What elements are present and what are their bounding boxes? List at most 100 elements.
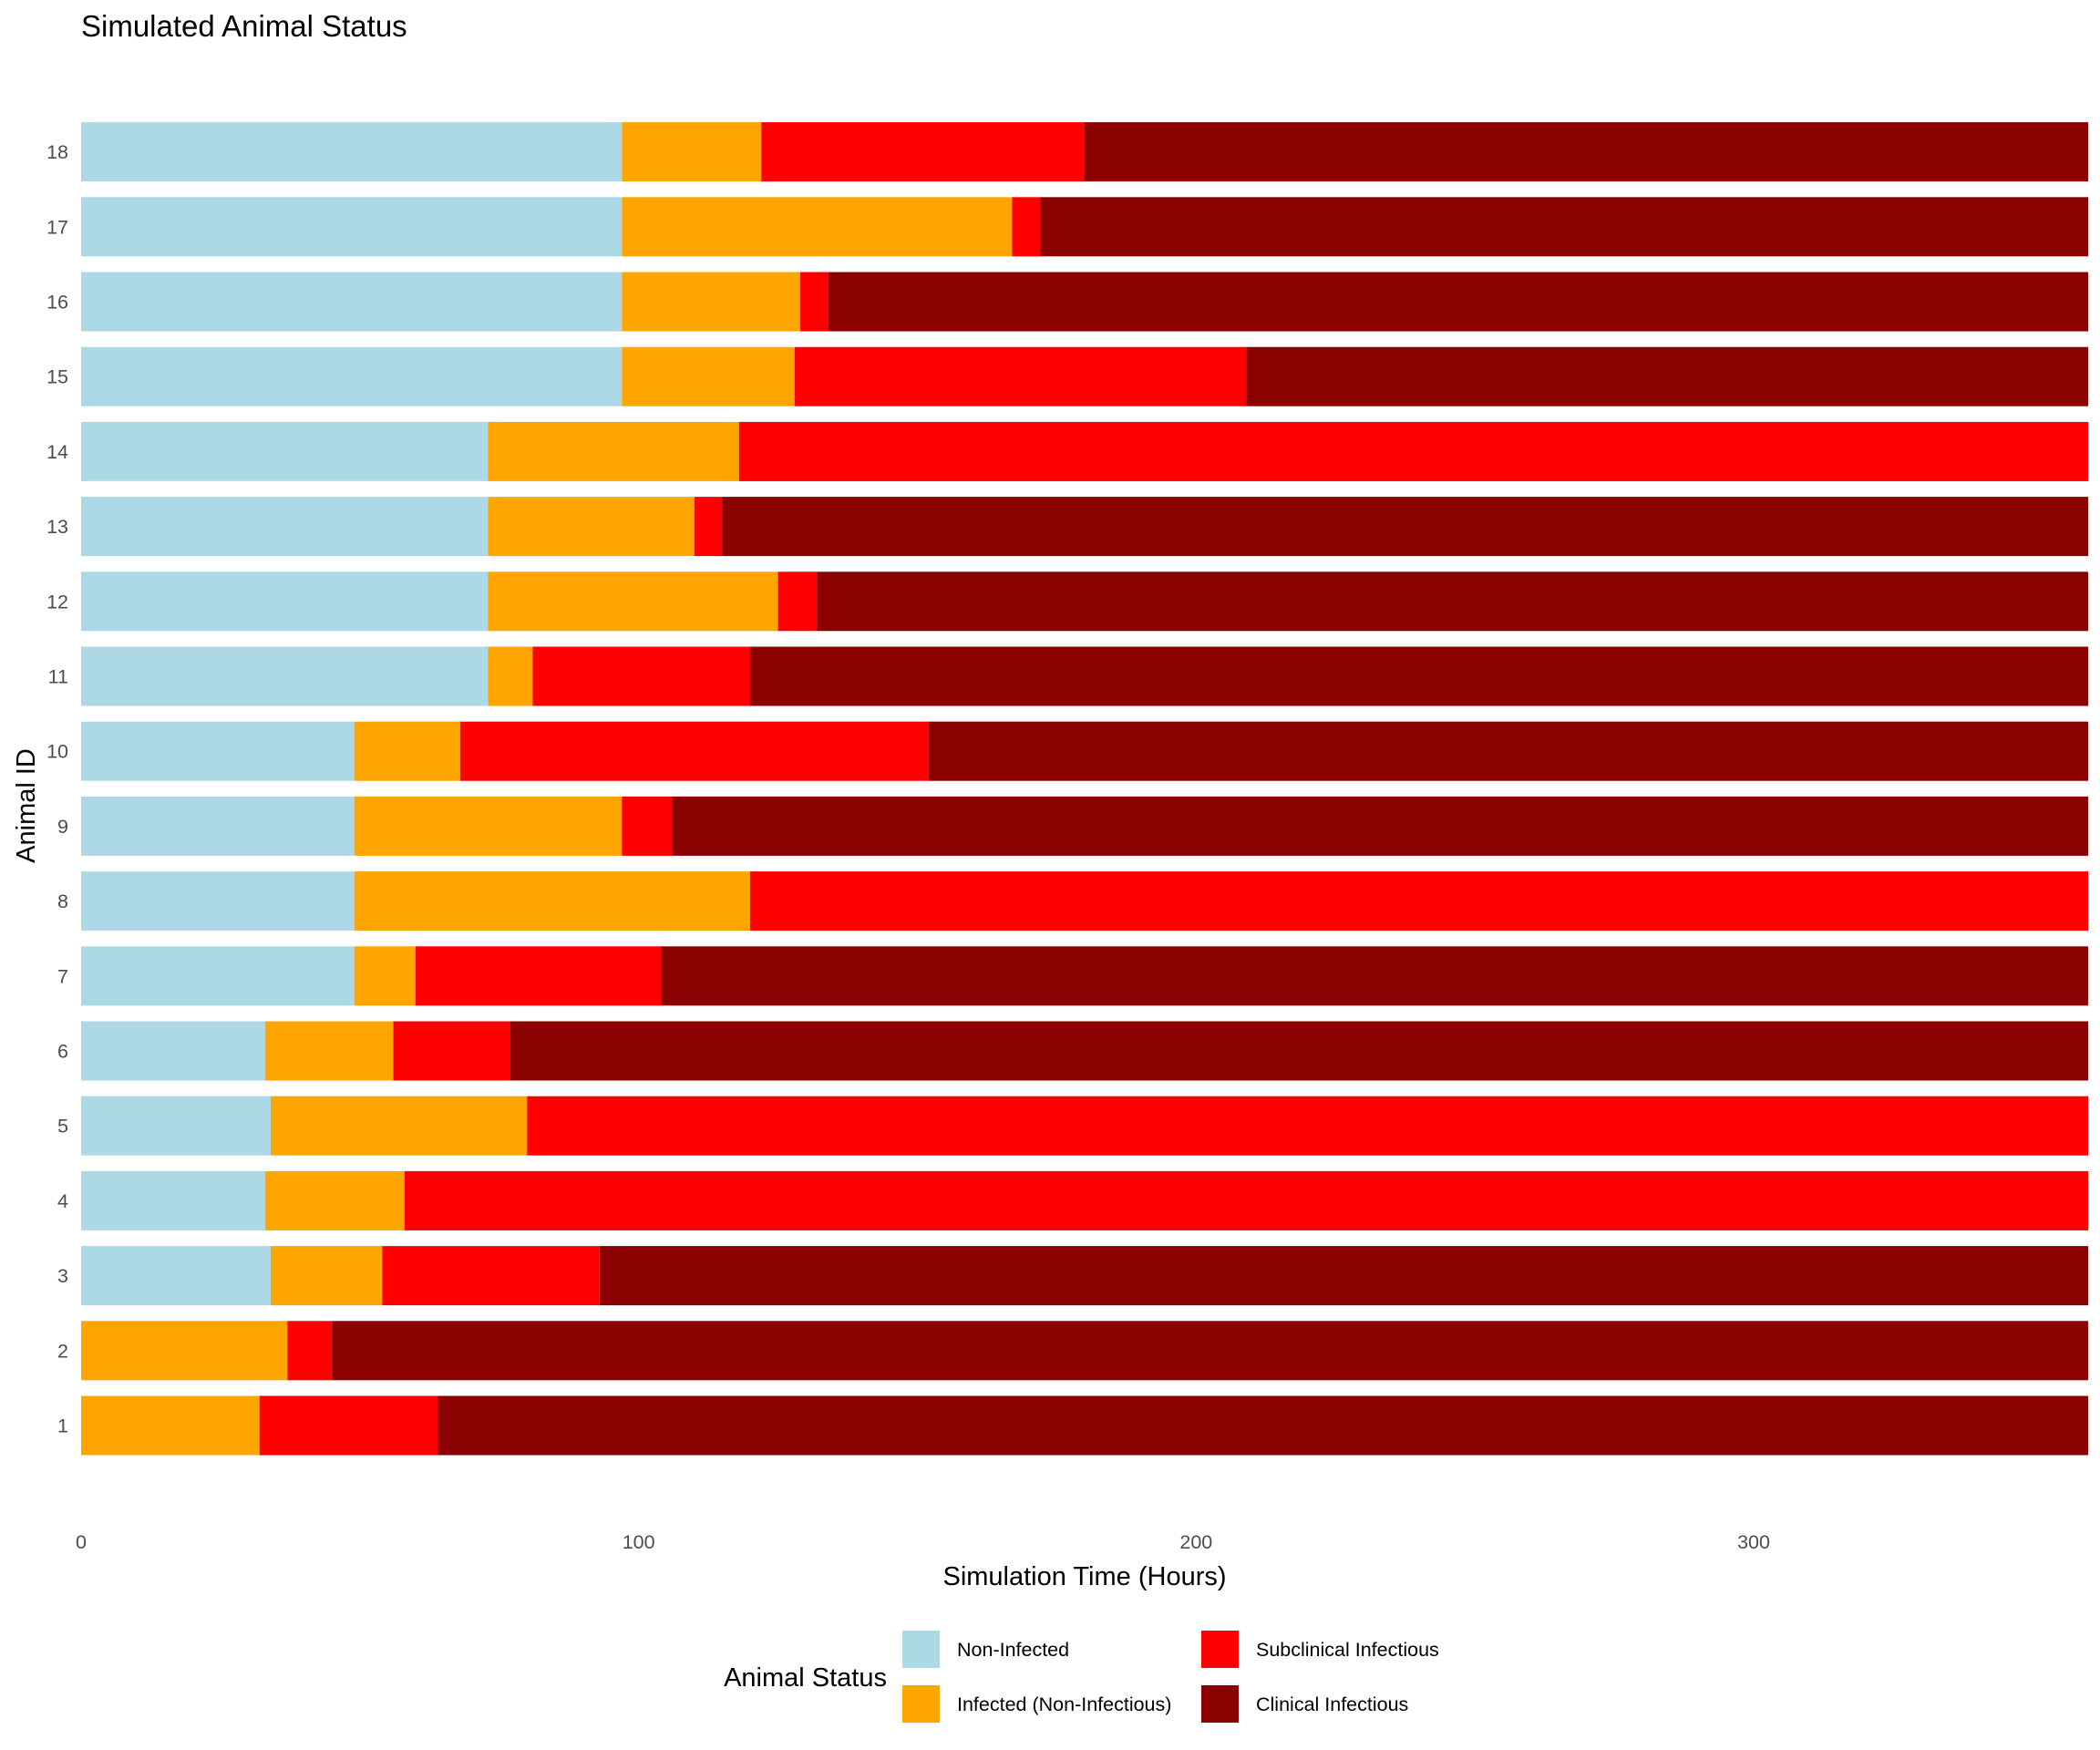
y-tick-label-15: 15 bbox=[46, 366, 68, 388]
bar-segment-animal-4-infected bbox=[264, 1170, 405, 1230]
bar-segment-animal-2-clinical bbox=[332, 1321, 2088, 1381]
legend-key-infected bbox=[902, 1685, 940, 1723]
bar-segment-animal-11-clinical bbox=[750, 646, 2088, 706]
legend-title: Animal Status bbox=[724, 1663, 887, 1693]
y-axis-title: Animal ID bbox=[12, 748, 41, 863]
x-axis-title: Simulation Time (Hours) bbox=[942, 1562, 1226, 1591]
bar-segment-animal-5-subclinical bbox=[527, 1096, 2088, 1156]
bar-segment-animal-12-subclinical bbox=[777, 571, 818, 632]
y-tick-label-2: 2 bbox=[57, 1340, 68, 1362]
bar-segment-animal-12-clinical bbox=[817, 571, 2088, 632]
bar-segment-animal-3-subclinical bbox=[382, 1246, 600, 1306]
bar-segment-animal-7-non_infected bbox=[81, 946, 355, 1006]
bar-segment-animal-2-infected bbox=[81, 1321, 288, 1381]
bar-segment-animal-3-infected bbox=[270, 1246, 383, 1306]
bar-segment-animal-15-subclinical bbox=[794, 346, 1247, 407]
bar-segment-animal-6-non_infected bbox=[81, 1021, 265, 1081]
bar-segment-animal-15-infected bbox=[622, 346, 795, 407]
bars-layer bbox=[81, 122, 2089, 1456]
bar-segment-animal-16-infected bbox=[622, 272, 801, 332]
y-tick-label-10: 10 bbox=[46, 741, 68, 763]
bar-segment-animal-7-infected bbox=[354, 946, 416, 1006]
bar-segment-animal-18-subclinical bbox=[761, 122, 1085, 182]
bar-segment-animal-3-clinical bbox=[599, 1246, 2088, 1306]
bar-segment-animal-5-non_infected bbox=[81, 1096, 271, 1156]
bar-segment-animal-9-infected bbox=[354, 796, 623, 856]
bar-segment-animal-6-subclinical bbox=[393, 1021, 510, 1081]
bar-segment-animal-9-clinical bbox=[672, 796, 2088, 856]
y-tick-label-7: 7 bbox=[57, 965, 68, 987]
bar-segment-animal-5-infected bbox=[270, 1096, 528, 1156]
y-tick-label-4: 4 bbox=[57, 1190, 68, 1212]
legend-label-subclinical: Subclinical Infectious bbox=[1256, 1639, 1439, 1661]
bar-segment-animal-12-non_infected bbox=[81, 571, 489, 632]
bar-segment-animal-16-clinical bbox=[828, 272, 2088, 332]
legend-label-non_infected: Non-Infected bbox=[957, 1639, 1069, 1661]
bar-segment-animal-7-subclinical bbox=[416, 946, 662, 1006]
bar-segment-animal-14-subclinical bbox=[738, 421, 2088, 481]
bar-segment-animal-1-subclinical bbox=[259, 1395, 438, 1456]
bar-segment-animal-15-clinical bbox=[1246, 346, 2088, 407]
y-tick-label-16: 16 bbox=[46, 292, 68, 314]
y-tick-label-18: 18 bbox=[46, 141, 68, 163]
legend-key-non_infected bbox=[902, 1631, 940, 1668]
bar-segment-animal-11-infected bbox=[488, 646, 533, 706]
bar-segment-animal-16-subclinical bbox=[800, 272, 829, 332]
bar-segment-animal-17-non_infected bbox=[81, 197, 623, 257]
y-tick-label-9: 9 bbox=[57, 816, 68, 838]
bar-segment-animal-2-subclinical bbox=[287, 1321, 333, 1381]
bar-segment-animal-10-infected bbox=[354, 721, 460, 781]
x-tick-label-200: 200 bbox=[1179, 1531, 1212, 1553]
bar-segment-animal-13-non_infected bbox=[81, 497, 489, 557]
bar-segment-animal-10-subclinical bbox=[459, 721, 929, 781]
y-tick-label-14: 14 bbox=[46, 441, 68, 463]
bar-segment-animal-18-non_infected bbox=[81, 122, 623, 182]
bar-segment-animal-1-infected bbox=[81, 1395, 260, 1456]
bar-segment-animal-9-non_infected bbox=[81, 796, 355, 856]
bar-segment-animal-16-non_infected bbox=[81, 272, 623, 332]
bar-segment-animal-13-clinical bbox=[722, 497, 2089, 557]
x-axis-ticks: 0 100 200 300 bbox=[76, 1531, 1770, 1553]
bar-segment-animal-11-subclinical bbox=[532, 646, 750, 706]
bar-segment-animal-17-subclinical bbox=[1012, 197, 1041, 257]
y-tick-label-13: 13 bbox=[46, 516, 68, 538]
bar-segment-animal-15-non_infected bbox=[81, 346, 623, 407]
bar-segment-animal-17-infected bbox=[622, 197, 1013, 257]
bar-segment-animal-6-infected bbox=[264, 1021, 394, 1081]
x-tick-label-300: 300 bbox=[1737, 1531, 1770, 1553]
y-tick-label-17: 17 bbox=[46, 216, 68, 238]
bar-segment-animal-13-infected bbox=[488, 497, 695, 557]
bar-segment-animal-1-clinical bbox=[438, 1395, 2089, 1456]
legend-key-subclinical bbox=[1201, 1631, 1239, 1668]
bar-segment-animal-14-non_infected bbox=[81, 421, 489, 481]
bar-segment-animal-7-clinical bbox=[661, 946, 2088, 1006]
y-tick-label-8: 8 bbox=[57, 890, 68, 912]
legend-label-clinical: Clinical Infectious bbox=[1256, 1693, 1408, 1715]
y-tick-label-5: 5 bbox=[57, 1116, 68, 1138]
legend-label-infected: Infected (Non-Infectious) bbox=[957, 1693, 1171, 1715]
bar-segment-animal-18-infected bbox=[622, 122, 762, 182]
bar-segment-animal-6-clinical bbox=[510, 1021, 2088, 1081]
y-tick-label-12: 12 bbox=[46, 591, 68, 612]
y-tick-label-6: 6 bbox=[57, 1041, 68, 1063]
bar-segment-animal-3-non_infected bbox=[81, 1246, 271, 1306]
bar-segment-animal-11-non_infected bbox=[81, 646, 489, 706]
bar-segment-animal-8-non_infected bbox=[81, 871, 355, 932]
legend-key-clinical bbox=[1201, 1685, 1239, 1723]
bar-segment-animal-4-subclinical bbox=[404, 1170, 2088, 1230]
bar-segment-animal-4-non_infected bbox=[81, 1170, 265, 1230]
bar-segment-animal-8-infected bbox=[354, 871, 750, 932]
bar-segment-animal-8-subclinical bbox=[750, 871, 2088, 932]
legend-items: Non-Infected Infected (Non-Infectious) Sub… bbox=[902, 1631, 1439, 1723]
x-tick-label-0: 0 bbox=[76, 1531, 87, 1553]
bar-segment-animal-9-subclinical bbox=[622, 796, 673, 856]
bar-segment-animal-10-clinical bbox=[928, 721, 2088, 781]
y-tick-label-1: 1 bbox=[57, 1415, 68, 1437]
bar-segment-animal-10-non_infected bbox=[81, 721, 355, 781]
chart-title: Simulated Animal Status bbox=[81, 9, 407, 43]
bar-segment-animal-17-clinical bbox=[1040, 197, 2088, 257]
x-tick-label-100: 100 bbox=[623, 1531, 655, 1553]
bar-segment-animal-12-infected bbox=[488, 571, 778, 632]
